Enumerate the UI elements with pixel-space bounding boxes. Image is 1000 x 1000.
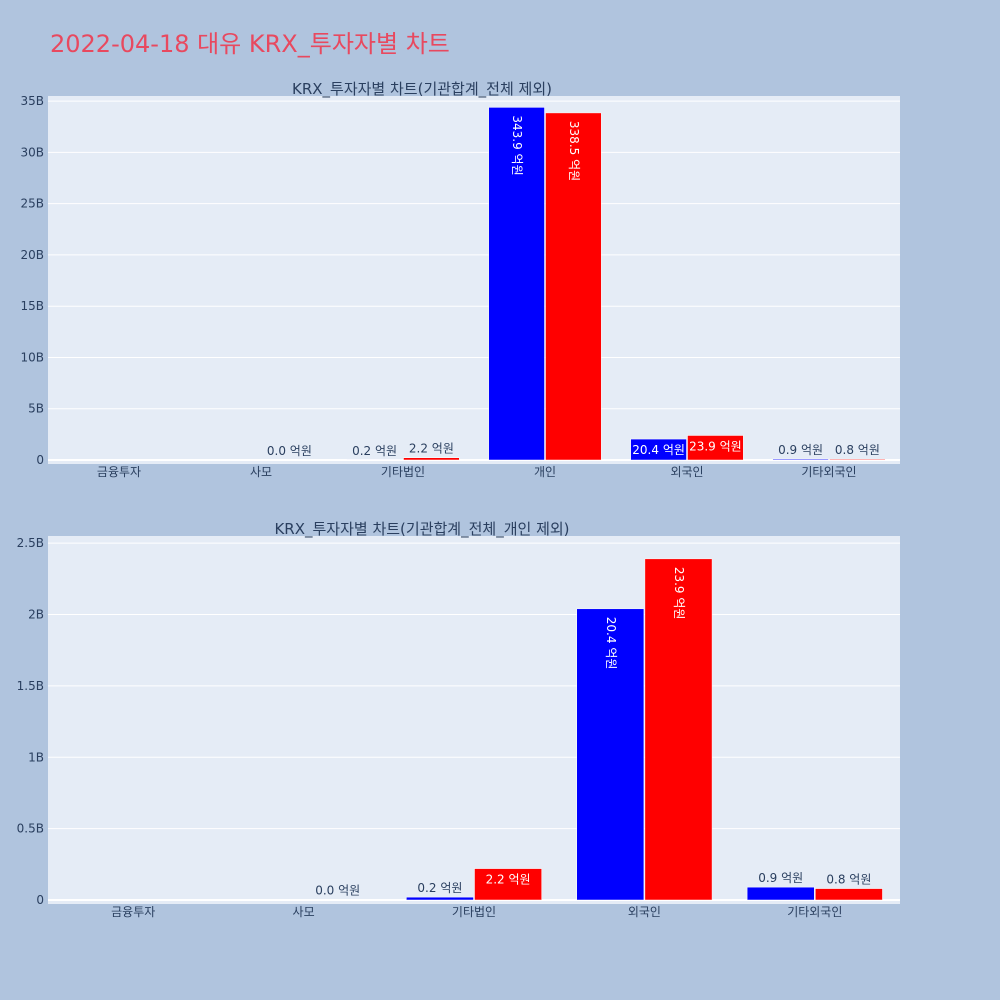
- bar-value-label: 0.8 억원: [835, 443, 880, 457]
- bar-value-label: 0.0 억원: [315, 884, 360, 898]
- y-tick-label: 2.5B: [17, 536, 44, 550]
- bar-sell: [687, 435, 744, 461]
- y-tick-label: 30B: [20, 145, 44, 159]
- plot-area: [48, 96, 900, 464]
- chart-subtitle: KRX_투자자별 차트(기관합계_전체 제외): [292, 80, 552, 99]
- x-tick-label: 금융투자: [97, 465, 141, 479]
- bar-value-label: 343.9 억원: [510, 115, 524, 175]
- bar-buy: [772, 458, 829, 461]
- x-tick-label: 기타법인: [452, 905, 496, 919]
- bar-buy: [746, 886, 815, 901]
- y-tick-label: 10B: [20, 350, 44, 364]
- bar-sell: [815, 888, 883, 901]
- bar-value-label: 2.2 억원: [486, 873, 531, 887]
- y-tick-label: 35B: [20, 94, 44, 108]
- y-tick-label: 15B: [20, 299, 44, 313]
- y-tick-label: 20B: [20, 248, 44, 262]
- bar-value-label: 338.5 억원: [567, 121, 581, 181]
- page-title: 2022-04-18 대유 KRX_투자자별 차트: [50, 30, 450, 58]
- x-tick-label: 기타법인: [381, 465, 425, 479]
- plot-area: [48, 536, 900, 904]
- y-tick-label: 1B: [28, 750, 44, 764]
- bar-value-label: 0.9 억원: [778, 443, 823, 457]
- bar-value-label: 2.2 억원: [409, 442, 454, 456]
- chart-subtitle: KRX_투자자별 차트(기관합계_전체_개인 제외): [274, 520, 569, 539]
- bar-sell: [644, 558, 713, 901]
- bar-buy: [630, 438, 687, 461]
- y-tick-label: 0.5B: [17, 822, 44, 836]
- bar-buy: [406, 896, 474, 901]
- y-tick-label: 0: [36, 453, 44, 467]
- y-tick-label: 0: [36, 893, 44, 907]
- y-tick-label: 5B: [28, 402, 44, 416]
- y-tick-label: 1.5B: [17, 679, 44, 693]
- bar-buy: [488, 107, 545, 461]
- bar-sell: [545, 112, 602, 461]
- bar-sell: [829, 458, 886, 461]
- bar-sell: [474, 868, 542, 901]
- bar-value-label: 20.4 억원: [604, 617, 618, 670]
- bar-value-label: 0.9 억원: [758, 871, 803, 885]
- x-tick-label: 사모: [250, 465, 272, 479]
- x-tick-label: 외국인: [670, 465, 703, 479]
- bar-value-label: 0.0 억원: [267, 444, 312, 458]
- x-tick-label: 개인: [534, 465, 556, 479]
- bar-sell: [403, 457, 460, 461]
- bar-value-label: 0.2 억원: [352, 444, 397, 458]
- y-tick-label: 2B: [28, 608, 44, 622]
- x-tick-label: 외국인: [628, 905, 661, 919]
- x-tick-label: 사모: [293, 905, 315, 919]
- x-tick-label: 금융투자: [111, 905, 155, 919]
- bar-value-label: 0.8 억원: [826, 873, 871, 887]
- x-tick-label: 기타외국인: [787, 905, 842, 919]
- bar-value-label: 20.4 억원: [632, 443, 685, 457]
- bar-value-label: 23.9 억원: [689, 439, 742, 453]
- bar-value-label: 0.2 억원: [417, 881, 462, 895]
- bar-value-label: 23.9 억원: [672, 567, 686, 620]
- bar-buy: [576, 608, 645, 901]
- chart-bottom: KRX_투자자별 차트(기관합계_전체_개인 제외) 0 0.5B 1B 1.5B 2B 2…: [17, 520, 900, 919]
- chart-top: KRX_투자자별 차트(기관합계_전체 제외) 0 5B 10B 15B 20B 25B 30…: [20, 80, 900, 479]
- x-tick-label: 기타외국인: [801, 465, 856, 479]
- y-tick-label: 25B: [20, 197, 44, 211]
